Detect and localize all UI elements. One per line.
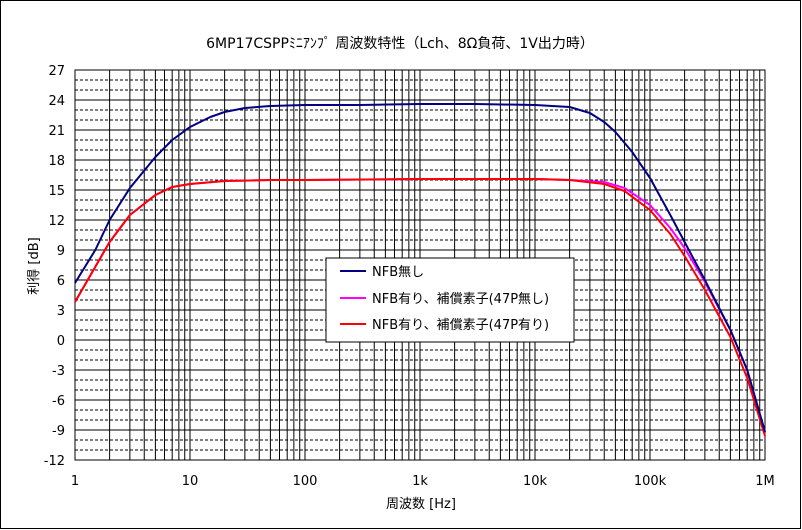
x-tick-label: 100k [634, 474, 667, 489]
x-tick-label: 1M [755, 474, 775, 489]
y-tick-label: 21 [48, 124, 65, 139]
plot-border [74, 69, 766, 461]
x-tick-label: 10k [523, 474, 548, 489]
chart-title: 6MP17CSPPﾐﾆｱﾝﾌﾟ 周波数特性（Lch、8Ω負荷、1V出力時） [206, 36, 594, 52]
x-tick-label: 1 [71, 474, 79, 489]
series-line-nfb-on-with-47p [74, 178, 766, 437]
y-axis-label: 利得 [dB] [26, 237, 42, 294]
x-tick-label: 100 [293, 474, 318, 489]
y-tick-label: -3 [52, 364, 65, 379]
y-tick-label: 24 [48, 94, 65, 109]
y-tick-label: 12 [48, 214, 65, 229]
legend-label-nfb-on-no-47p: NFB有り、補償素子(47P無し) [372, 292, 549, 307]
legend-label-nfb-off: NFB無し [372, 265, 424, 280]
x-tick-label: 1k [412, 474, 428, 489]
y-tick-label: 27 [48, 64, 65, 79]
y-tick-label: -6 [52, 394, 65, 409]
y-tick-labels: -12 -9 -6 -3 0 3 6 9 12 15 18 21 24 27 [44, 64, 65, 469]
y-tick-label: 9 [57, 244, 65, 259]
x-axis-label: 周波数 [Hz] [386, 497, 456, 512]
legend-box [325, 257, 575, 343]
series-line-nfb-off [74, 103, 766, 433]
legend-label-nfb-on-with-47p: NFB有り、補償素子(47P有り) [372, 318, 549, 333]
y-tick-label: 0 [57, 334, 65, 349]
y-tick-label: 6 [57, 274, 65, 289]
x-tick-label: 10 [182, 474, 199, 489]
legend: NFB無し NFB有り、補償素子(47P無し) NFB有り、補償素子(47P有り… [325, 257, 575, 343]
y-tick-label: 18 [48, 154, 65, 169]
series-layer [74, 103, 766, 437]
y-tick-label: -9 [52, 424, 65, 439]
x-tick-labels: 1 10 100 1k 10k 100k 1M [71, 474, 775, 489]
y-tick-label: -12 [44, 454, 65, 469]
y-tick-label: 3 [57, 304, 65, 319]
y-tick-label: 15 [48, 184, 65, 199]
